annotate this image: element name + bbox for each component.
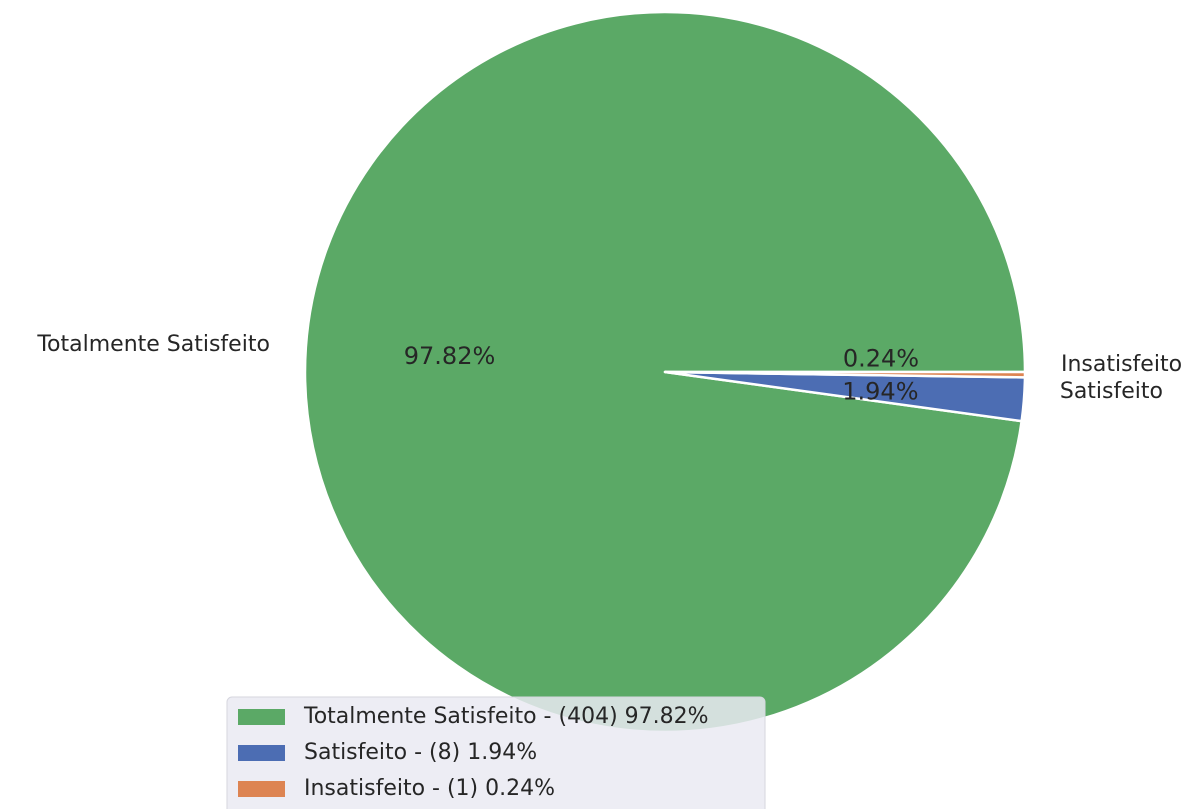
slice-pct-label-insatisfeito: 0.24% — [843, 345, 919, 373]
slice-label-totalmente-satisfeito: Totalmente Satisfeito — [36, 332, 270, 357]
legend-box — [226, 696, 766, 809]
slices-layer — [303, 10, 1027, 734]
labels-layer: 97.82% Totalmente Satisfeito 1.94% Satisfei… — [36, 332, 1182, 406]
slice-pct-label-totalmente-satisfeito: 97.82% — [404, 342, 496, 370]
slice-label-satisfeito: Satisfeito — [1060, 379, 1163, 404]
slice-pct-label-satisfeito: 1.94% — [842, 377, 918, 405]
legend-swatch-satisfeito — [238, 745, 285, 761]
legend-entry-satisfeito: Satisfeito - (8) 1.94% — [304, 740, 537, 765]
pie-slice-insatisfeito — [663, 370, 1027, 379]
legend-swatch-totalmente-satisfeito — [238, 709, 285, 725]
slice-label-insatisfeito: Insatisfeito — [1061, 352, 1182, 377]
legend-entry-insatisfeito: Insatisfeito - (1) 0.24% — [304, 776, 555, 801]
legend-entry-totalmente-satisfeito: Totalmente Satisfeito - (404) 97.82% — [303, 704, 709, 729]
legend-swatch-insatisfeito — [238, 781, 285, 797]
legend: Totalmente Satisfeito - (404) 97.82% Sati… — [226, 696, 766, 809]
